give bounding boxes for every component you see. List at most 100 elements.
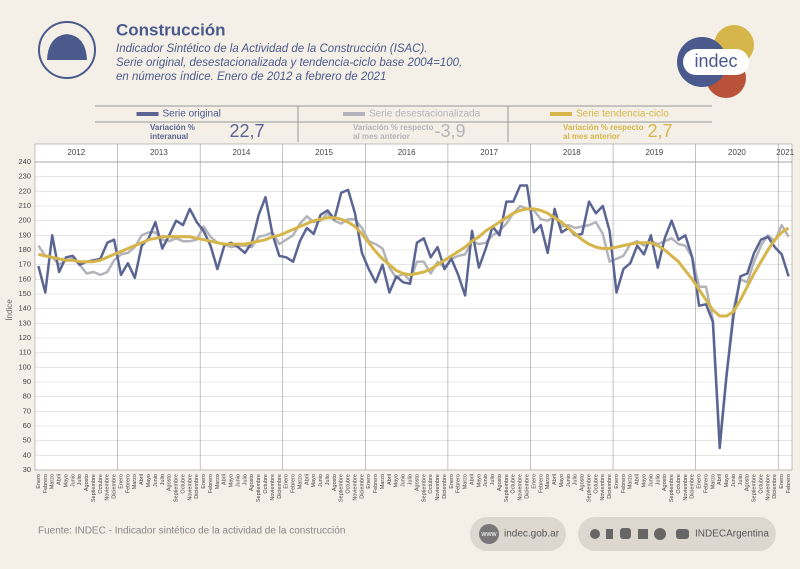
x-tick-label: Mayo xyxy=(559,474,565,487)
y-tick-label: 60 xyxy=(23,421,31,430)
x-tick-label: Septiembre xyxy=(586,474,592,502)
x-tick-label: Noviembre xyxy=(187,474,193,501)
x-tick-label: Julio xyxy=(490,474,496,485)
x-tick-label: Enero xyxy=(614,474,620,489)
subtitle: Serie original, desestacionalizada y ten… xyxy=(116,57,462,69)
variation-value: 22,7 xyxy=(229,121,264,141)
x-tick-label: Julio xyxy=(573,474,579,485)
x-tick-label: Diciembre xyxy=(525,474,531,499)
x-tick-label: Mayo xyxy=(641,474,647,487)
y-tick-label: 100 xyxy=(18,362,31,371)
x-tick-label: Septiembre xyxy=(256,474,262,502)
x-tick-label: Junio xyxy=(318,474,324,487)
variation-value: 2,7 xyxy=(647,121,672,141)
x-tick-label: Febrero xyxy=(125,474,131,493)
x-tick-label: Octubre xyxy=(593,474,599,494)
x-tick-label: Febrero xyxy=(456,474,462,493)
x-tick-label: Marzo xyxy=(297,474,303,489)
y-tick-label: 210 xyxy=(18,201,31,210)
x-tick-label: Octubre xyxy=(263,474,269,494)
x-tick-label: Noviembre xyxy=(270,474,276,501)
x-tick-label: Diciembre xyxy=(690,474,696,499)
x-tick-label: Abril xyxy=(57,474,63,485)
x-tick-label: Junio xyxy=(648,474,654,487)
x-tick-label: Octubre xyxy=(180,474,186,494)
y-tick-label: 150 xyxy=(18,289,31,298)
y-tick-label: 130 xyxy=(18,318,31,327)
x-tick-label: Agosto xyxy=(167,474,173,491)
y-tick-label: 240 xyxy=(18,157,31,166)
y-axis-label: Índice xyxy=(5,299,14,321)
y-tick-label: 160 xyxy=(18,274,31,283)
x-tick-label: Octubre xyxy=(758,474,764,494)
x-tick-label: Enero xyxy=(697,474,703,489)
x-tick-label: Noviembre xyxy=(435,474,441,501)
y-tick-label: 70 xyxy=(23,406,31,415)
variation-label: Variación % respecto xyxy=(353,123,434,132)
x-tick-label: Diciembre xyxy=(772,474,778,499)
x-tick-label: Julio xyxy=(655,474,661,485)
x-tick-label: Enero xyxy=(779,474,785,489)
x-tick-label: Febrero xyxy=(538,474,544,493)
y-tick-label: 120 xyxy=(18,333,31,342)
year-label: 2018 xyxy=(563,148,581,157)
x-tick-label: Agosto xyxy=(414,474,420,491)
x-tick-label: Diciembre xyxy=(112,474,118,499)
x-tick-label: Octubre xyxy=(676,474,682,494)
social-icons xyxy=(590,528,689,540)
y-tick-label: 110 xyxy=(19,348,31,357)
social-handle[interactable]: INDECArgentina xyxy=(695,529,769,540)
year-label: 2015 xyxy=(315,148,333,157)
x-tick-label: Enero xyxy=(36,474,42,489)
x-tick-label: Febrero xyxy=(373,474,379,493)
x-tick-label: Abril xyxy=(304,474,310,485)
helmet-shape xyxy=(47,34,87,60)
y-tick-label: 50 xyxy=(23,436,31,445)
legend-label: Serie desestacionalizada xyxy=(369,109,481,120)
x-tick-label: Enero xyxy=(201,474,207,489)
logo-pill xyxy=(683,49,749,75)
x-tick-label: Octubre xyxy=(511,474,517,494)
x-tick-label: Agosto xyxy=(745,474,751,491)
x-tick-label: Julio xyxy=(408,474,414,485)
x-tick-label: Mayo xyxy=(394,474,400,487)
year-label: 2017 xyxy=(480,148,498,157)
x-tick-label: Noviembre xyxy=(600,474,606,501)
y-tick-label: 200 xyxy=(18,216,31,225)
x-tick-label: Agosto xyxy=(249,474,255,491)
x-tick-label: Abril xyxy=(222,474,228,485)
x-tick-label: Marzo xyxy=(380,474,386,489)
variation-label: Variación % xyxy=(150,123,195,132)
x-tick-label: Marzo xyxy=(215,474,221,489)
x-tick-label: Mayo xyxy=(311,474,317,487)
x-tick-label: Septiembre xyxy=(421,474,427,502)
x-tick-label: Mayo xyxy=(724,474,730,487)
series-line xyxy=(38,207,790,318)
variation-value: -3,9 xyxy=(434,121,465,141)
x-tick-label: Abril xyxy=(635,474,641,485)
x-tick-label: Junio xyxy=(235,474,241,487)
helmet-icon xyxy=(38,21,96,79)
x-tick-label: Enero xyxy=(118,474,124,489)
subtitle: en números índice. Enero de 2012 a febre… xyxy=(116,71,386,83)
y-tick-label: 30 xyxy=(23,465,31,474)
y-tick-label: 80 xyxy=(23,392,31,401)
x-tick-label: Febrero xyxy=(621,474,627,493)
x-tick-label: Julio xyxy=(160,474,166,485)
x-tick-label: Octubre xyxy=(346,474,352,494)
web-link[interactable]: indec.gob.ar xyxy=(504,529,560,540)
year-label: 2012 xyxy=(67,148,85,157)
variation-label: Variación % respecto xyxy=(563,123,644,132)
x-tick-label: Mayo xyxy=(476,474,482,487)
x-tick-label: Julio xyxy=(325,474,331,485)
year-label: 2016 xyxy=(398,148,416,157)
variation-label: al mes anterior xyxy=(353,132,410,141)
plot-area xyxy=(35,162,792,470)
year-label: 2019 xyxy=(645,148,663,157)
web-icon-text: www xyxy=(480,531,497,538)
x-tick-label: Febrero xyxy=(291,474,297,493)
x-tick-label: Marzo xyxy=(710,474,716,489)
x-tick-label: Mayo xyxy=(146,474,152,487)
legend-label: Serie tendencia-ciclo xyxy=(576,109,669,120)
x-tick-label: Agosto xyxy=(497,474,503,491)
